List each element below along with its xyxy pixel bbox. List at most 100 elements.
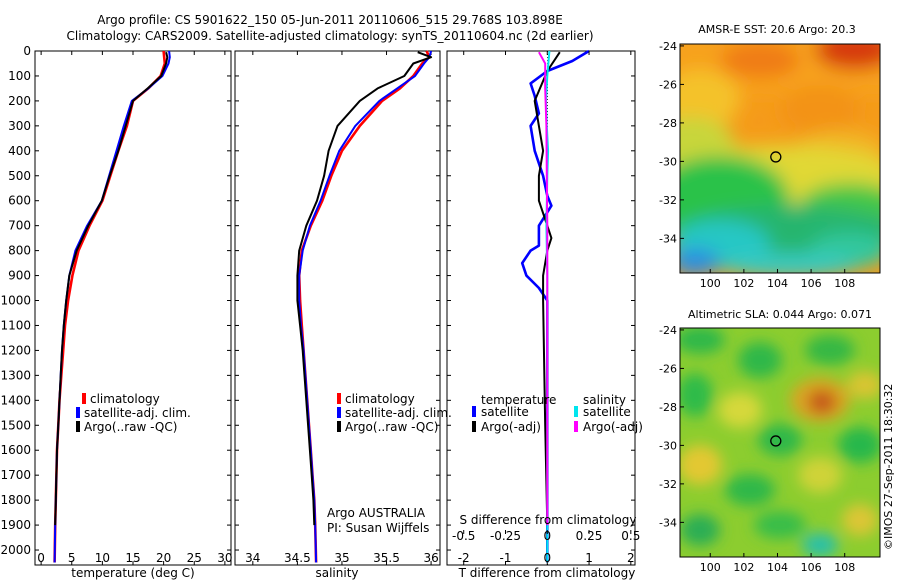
legend-label-climatology: climatology (90, 392, 160, 406)
sla-heatmap (680, 328, 880, 557)
depth-tick-label: 1000 (0, 294, 31, 308)
sst-map-panel: AMSR-E SST: 20.6 Argo: 20.3 (659, 23, 881, 290)
depth-tick-label: 200 (8, 94, 31, 108)
x-tick-label: 15 (125, 551, 140, 565)
longitude-label: 102 (733, 277, 754, 290)
x-tick-label: -2 (458, 551, 470, 565)
difference-profiles (520, 49, 590, 563)
temperature-legend: climatology satellite-adj. clim. Argo(..… (76, 392, 191, 434)
legend-swatch-s-argo (574, 421, 578, 432)
legend-swatch-climatology (337, 393, 341, 404)
t-difference-axis: -2 -1 0 1 2 (458, 51, 635, 565)
latitude-label: -24 (659, 40, 677, 53)
legend-label-satellite: satellite-adj. clim. (345, 406, 452, 420)
sst-map-frame (679, 43, 881, 274)
legend-swatch-t-satellite (472, 406, 476, 417)
x-tick-label: 30 (217, 551, 232, 565)
latitude-label: -24 (659, 324, 677, 337)
difference-legend: temperature salinity satellite Argo(-adj… (472, 393, 643, 434)
s-tick-label: 0.5 (621, 529, 640, 543)
latitude-label: -28 (659, 117, 677, 130)
legend-swatch-t-argo (472, 421, 476, 432)
depth-axis: 0 100 200 300 400 500 600 700 800 900 1000 1100 1200… (0, 44, 635, 557)
s-tick-label: -0.25 (490, 529, 521, 543)
s-tick-label: 0 (543, 529, 551, 543)
series-line-argo-raw-qc- (296, 51, 433, 526)
longitude-label: 108 (834, 277, 855, 290)
longitude-label: 104 (767, 277, 788, 290)
series-line-climatology (53, 50, 167, 563)
latitude-label: -32 (659, 478, 677, 491)
temperature-xlabel: temperature (deg C) (71, 566, 194, 580)
legend-label-s-satellite: satellite (583, 405, 631, 419)
temperature-axes (34, 50, 232, 566)
legend-swatch-satellite (76, 407, 80, 418)
depth-tick-label: 2000 (0, 543, 31, 557)
depth-tick-label: 1100 (0, 318, 31, 332)
t-difference-xlabel: T difference from climatology (458, 566, 636, 580)
depth-tick-label: 1500 (0, 418, 31, 432)
depth-tick-label: 800 (8, 244, 31, 258)
x-tick-label: 35.5 (373, 551, 400, 565)
longitude-label: 108 (834, 561, 855, 574)
depth-tick-label: 1800 (0, 493, 31, 507)
series-line-salinity-argo-adj- (538, 51, 549, 526)
legend-swatch-s-satellite (574, 406, 578, 417)
legend-swatch-climatology (82, 393, 86, 404)
longitude-label: 100 (700, 561, 721, 574)
temperature-x-axis: 0 5 10 15 20 25 30 (37, 51, 233, 565)
sst-map-title: AMSR-E SST: 20.6 Argo: 20.3 (698, 23, 856, 36)
series-line-satellite-adj-clim- (298, 50, 433, 563)
s-difference-xlabel: S difference from climatology (460, 513, 637, 527)
depth-tick-label: 1200 (0, 343, 31, 357)
longitude-label: 106 (801, 561, 822, 574)
salinity-profiles (296, 50, 433, 563)
x-tick-label: 34.5 (284, 551, 311, 565)
depth-tick-label: 300 (8, 119, 31, 133)
legend-label-argo: Argo(..raw -QC) (345, 420, 438, 434)
series-line-satellite-adj-clim- (53, 50, 171, 563)
depth-tick-label: 500 (8, 169, 31, 183)
depth-tick-label: 1700 (0, 468, 31, 482)
x-tick-label: 5 (68, 551, 76, 565)
longitude-label: 102 (733, 561, 754, 574)
series-line-climatology (297, 50, 431, 563)
depth-tick-label: 1400 (0, 393, 31, 407)
series-line-temperature-argo-adj- (533, 51, 561, 526)
x-tick-label: 35 (334, 551, 349, 565)
latitude-label: -34 (659, 516, 677, 529)
sst-heatmap (680, 44, 880, 273)
argo-program-label: Argo AUSTRALIA (327, 506, 426, 520)
x-tick-label: 25 (187, 551, 202, 565)
legend-label-s-argo: Argo(-adj) (583, 420, 643, 434)
latitude-label: -26 (659, 362, 677, 375)
latitude-label: -30 (659, 439, 677, 452)
s-tick-label: -0.5 (452, 529, 475, 543)
x-tick-label: 0 (543, 551, 551, 565)
longitude-label: 100 (700, 277, 721, 290)
x-tick-label: 36 (423, 551, 438, 565)
depth-tick-label: 900 (8, 269, 31, 283)
depth-tick-label: 1300 (0, 368, 31, 382)
series-line-temperature-satellite (520, 49, 590, 563)
sla-map-title: Altimetric SLA: 0.044 Argo: 0.071 (688, 308, 872, 321)
argo-float-marker (770, 435, 782, 447)
legend-swatch-argo (337, 421, 341, 432)
sla-map-panel: Altimetric SLA: 0.044 Argo: 0.071 (659, 308, 881, 574)
difference-axes (446, 50, 636, 566)
sla-map-frame (679, 327, 881, 558)
depth-tick-label: 400 (8, 144, 31, 158)
latitude-label: -34 (659, 232, 677, 245)
temperature-profiles (53, 50, 171, 563)
s-difference-axis: -0.5 -0.25 0 0.25 0.5 (452, 529, 640, 543)
argo-float-marker (770, 151, 782, 163)
legend-label-satellite: satellite-adj. clim. (84, 406, 191, 420)
x-tick-label: 0 (37, 551, 45, 565)
x-tick-label: 1 (585, 551, 593, 565)
salinity-xlabel: salinity (315, 566, 358, 580)
depth-tick-label: 100 (8, 69, 31, 83)
pi-label: PI: Susan Wijffels (327, 521, 429, 535)
salinity-axes (234, 50, 441, 566)
legend-header-salinity: salinity (583, 393, 626, 407)
